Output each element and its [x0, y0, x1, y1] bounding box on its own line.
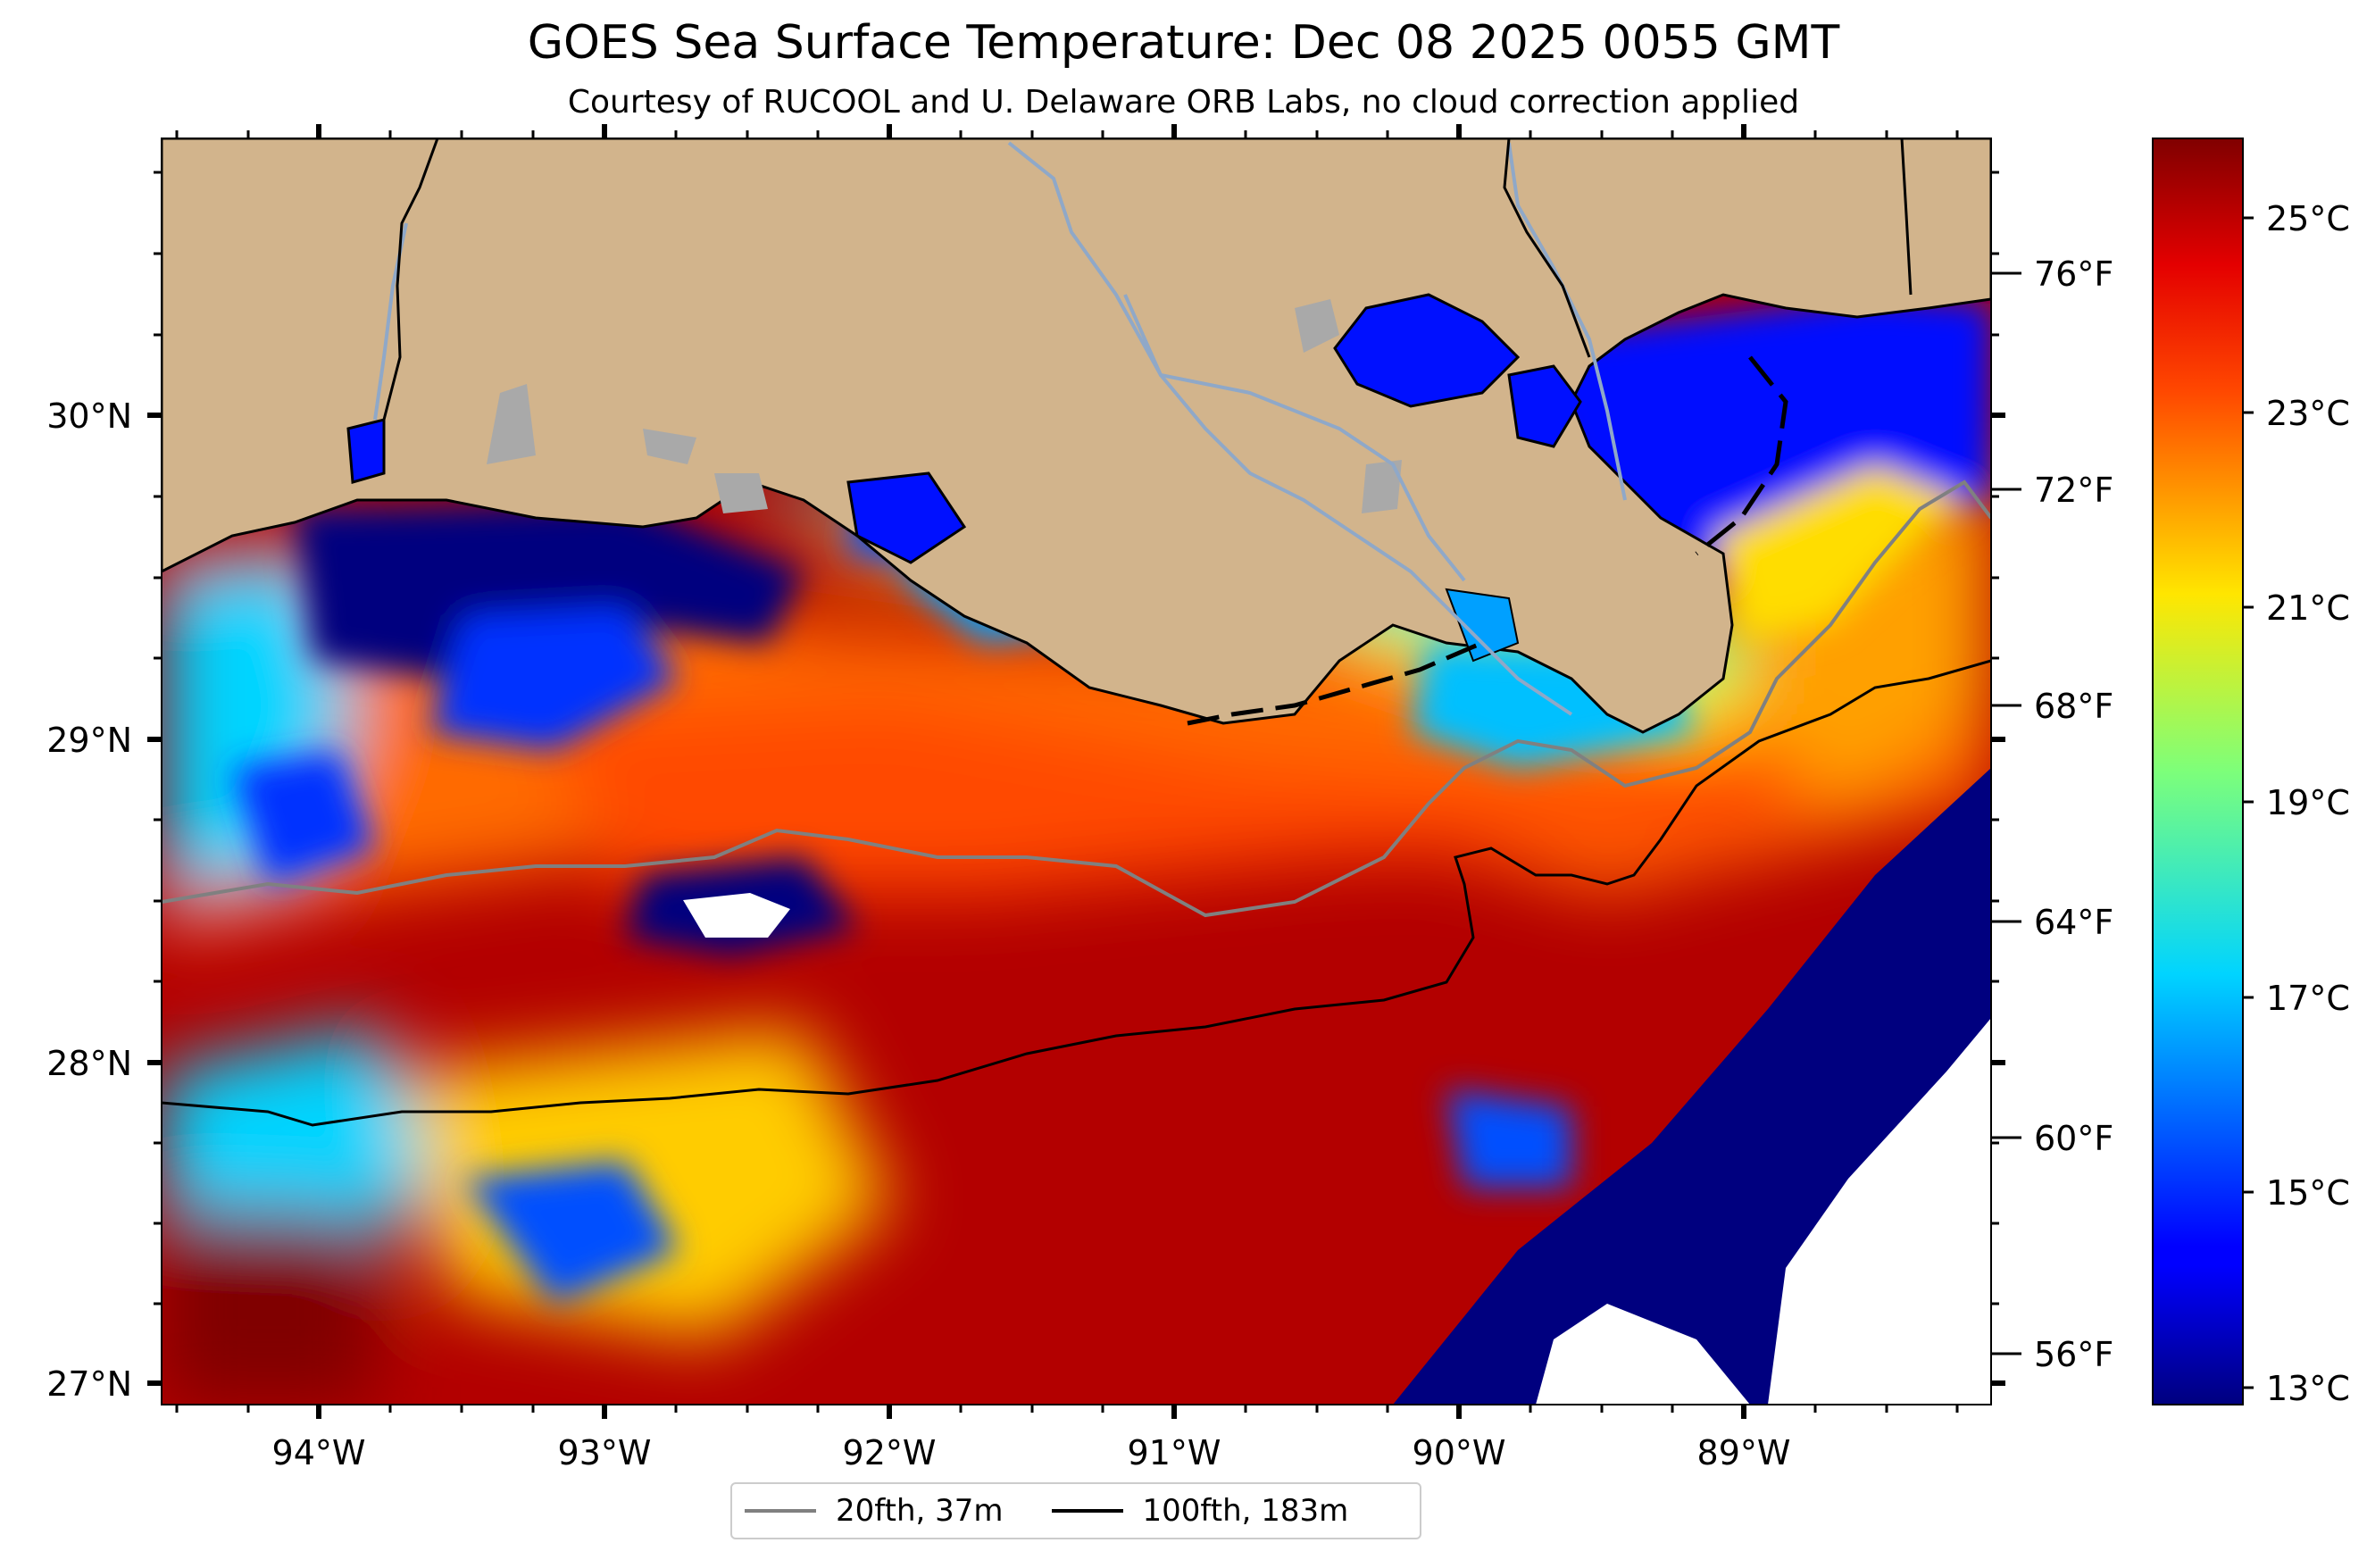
- lat-label: 28°N: [46, 1044, 132, 1083]
- fahrenheit-label: 68°F: [2034, 687, 2113, 726]
- isobath-100fth-inner: [1187, 640, 1483, 726]
- fahrenheit-label: 72°F: [2034, 471, 2113, 510]
- lon-label: 94°W: [272, 1433, 366, 1472]
- river: [1123, 294, 1466, 582]
- lake-pontchartrain: [1333, 293, 1521, 408]
- legend-swatch: [1051, 1509, 1123, 1513]
- lon-minor-ticks: [175, 130, 1959, 1413]
- isobath-100fth-inner: [1695, 355, 1788, 555]
- lon-major-ticks: [316, 124, 1746, 1419]
- fahrenheit-ticks: [1991, 271, 2021, 1355]
- lat-major-ticks: [147, 413, 2005, 1386]
- lon-label: 89°W: [1697, 1433, 1791, 1472]
- inland-lake: [487, 384, 536, 464]
- fahrenheit-label: 60°F: [2034, 1119, 2113, 1158]
- chart-title: GOES Sea Surface Temperature: Dec 08 202…: [527, 16, 1840, 70]
- colorbar-label: 23°C: [2266, 394, 2350, 433]
- inland-lake: [643, 429, 696, 464]
- lon-label: 92°W: [843, 1433, 937, 1472]
- sst-field: [162, 138, 1991, 1405]
- legend-label: 100fth, 183m: [1142, 1493, 1349, 1529]
- lon-label: 91°W: [1128, 1433, 1221, 1472]
- isobath-20fth: [162, 480, 1991, 918]
- fahrenheit-label: 76°F: [2034, 254, 2113, 294]
- river: [1007, 141, 1573, 716]
- colorbar-ticks: [2243, 216, 2254, 1389]
- lat-label: 27°N: [46, 1364, 132, 1404]
- state-border: [1503, 138, 1591, 358]
- colorbar-label: 17°C: [2266, 979, 2350, 1018]
- lon-label: 93°W: [558, 1433, 652, 1472]
- plot-frame: [161, 138, 1992, 1405]
- fahrenheit-label: 56°F: [2034, 1335, 2113, 1374]
- lat-label: 30°N: [46, 396, 132, 436]
- river: [1507, 142, 1627, 501]
- vermilion-bay: [846, 471, 967, 564]
- colorbar-label: 13°C: [2266, 1369, 2350, 1408]
- terrebonne-bay: [1445, 588, 1520, 663]
- lat-label: 29°N: [46, 721, 132, 760]
- isobath-100fth: [162, 659, 1991, 1127]
- legend-label: 20fth, 37m: [836, 1493, 1004, 1529]
- colorbar: [2152, 138, 2244, 1405]
- fahrenheit-label: 64°F: [2034, 903, 2113, 942]
- legend-swatch: [745, 1509, 816, 1513]
- state-border: [382, 138, 439, 421]
- colorbar-label: 25°C: [2266, 199, 2350, 238]
- inland-lake: [1362, 460, 1402, 513]
- colorbar-label: 19°C: [2266, 783, 2350, 822]
- sabine-lake: [346, 418, 386, 484]
- state-border: [1900, 138, 1913, 296]
- legend: 20fth, 37m 100fth, 183m: [730, 1482, 1421, 1539]
- chart-subtitle: Courtesy of RUCOOL and U. Delaware ORB L…: [567, 84, 1800, 121]
- legend-item-100fth: 100fth, 183m: [1051, 1493, 1349, 1529]
- lat-minor-ticks: [154, 171, 1999, 1305]
- lake-borgne: [1507, 364, 1582, 448]
- colorbar-label: 21°C: [2266, 588, 2350, 628]
- inland-lake: [714, 473, 768, 513]
- inland-lake: [1295, 299, 1339, 353]
- legend-item-20fth: 20fth, 37m: [745, 1493, 1004, 1529]
- lon-label: 90°W: [1413, 1433, 1506, 1472]
- colorbar-label: 15°C: [2266, 1173, 2350, 1213]
